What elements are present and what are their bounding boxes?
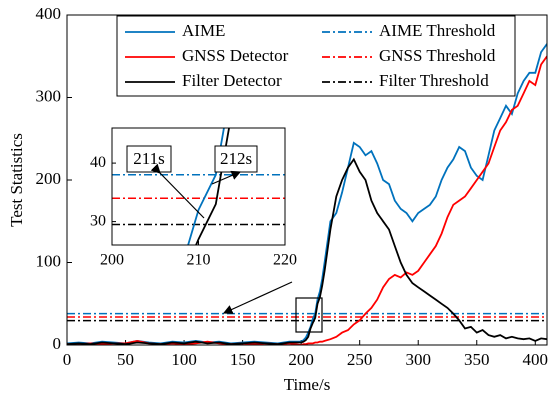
legend-label: AIME [182,21,225,40]
legend-label: Filter Threshold [379,71,489,90]
x-tick-label: 200 [100,252,124,269]
y-tick-label: 400 [36,4,62,23]
legend: AIME GNSS Detector Filter Detector AIME Thr… [125,21,496,90]
x-tick-label: 350 [464,350,490,369]
x-tick-label: 250 [347,350,373,369]
x-tick-label: 210 [187,252,211,269]
x-tick-label: 220 [273,252,297,269]
x-tick-label: 50 [117,350,134,369]
annotation-box [214,145,258,173]
plot-area [112,128,285,245]
x-tick-label: 400 [523,350,549,369]
zoom-arrow [222,281,293,314]
x-tick-label: 300 [405,350,431,369]
y-axis-label: Test Statistics [7,133,26,227]
y-tick-label: 40 [90,154,106,171]
y-tick-label: 30 [90,212,106,229]
zoom-box [295,297,323,333]
annotation-arrow [150,163,205,219]
x-tick-label: 0 [63,350,72,369]
x-tick-label: 100 [171,350,197,369]
plot: 0 50 100 150 200 250 300 350 400 0 100 200 300 400 [36,4,549,369]
axes-box [66,14,548,346]
legend-label: AIME Threshold [379,21,496,40]
y-tick-label: 200 [36,169,62,188]
x-tick-label: 150 [230,350,256,369]
legend-box [116,15,516,97]
y-tick-label: 100 [36,251,62,270]
x-axis-label: Time/s [284,375,331,394]
annotation-arrow [211,170,242,185]
plot-area [67,43,547,345]
legend-label: Filter Detector [182,71,282,90]
legend-label: GNSS Detector [182,46,289,65]
legend-label: GNSS Threshold [379,46,496,65]
annotation-box [126,145,172,173]
series-line [67,157,547,345]
annotation: 211s [133,149,165,168]
annotation: 212s [220,149,252,168]
x-tick-label: 200 [288,350,314,369]
inset-box [111,127,286,246]
series-line [195,128,230,245]
y-tick-label: 300 [36,86,62,105]
y-tick-label: 0 [53,334,62,353]
series-line [187,128,225,245]
